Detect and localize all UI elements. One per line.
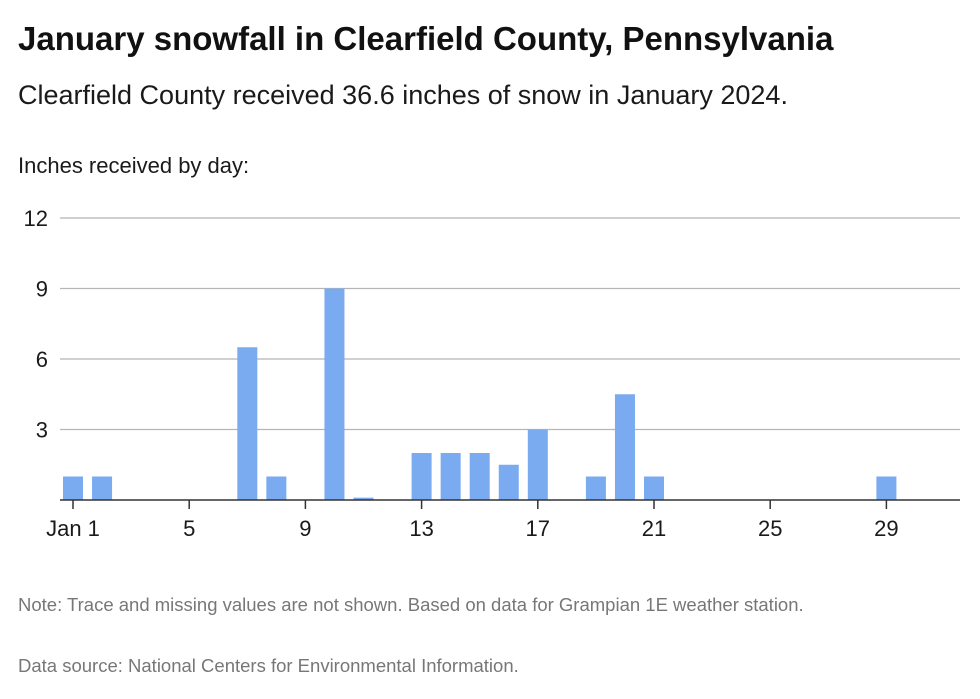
bar-day-15	[469, 453, 490, 500]
y-tick-label: 6	[36, 347, 48, 372]
y-tick-label: 12	[24, 206, 48, 231]
bar-day-19	[585, 476, 606, 500]
bar-day-10	[324, 288, 345, 500]
bar-day-16	[498, 464, 519, 500]
bar-day-8	[266, 476, 287, 500]
gridlines: 3 6 9 12	[24, 206, 960, 443]
chart-title: January snowfall in Clearfield County, P…	[18, 20, 834, 57]
bar-day-14	[440, 453, 461, 500]
bar-day-29	[876, 476, 897, 500]
bar-day-13	[411, 453, 432, 500]
bar-day-20	[614, 394, 635, 500]
bar-day-17	[527, 429, 548, 500]
bar-day-11	[353, 497, 374, 500]
bars	[63, 288, 897, 500]
y-axis-label: Inches received by day:	[18, 153, 250, 178]
x-tick-label: 21	[642, 516, 666, 541]
bar-day-21	[644, 476, 664, 500]
x-tick-label: 9	[299, 516, 311, 541]
y-tick-label: 3	[36, 418, 48, 443]
x-tick-label: 29	[874, 516, 898, 541]
x-tick-label: 5	[183, 516, 195, 541]
x-tick-label: 17	[526, 516, 550, 541]
x-tick-label: 13	[409, 516, 433, 541]
data-source: Data source: National Centers for Enviro…	[18, 655, 519, 676]
y-tick-label: 9	[36, 277, 48, 302]
bar-day-2	[92, 476, 113, 500]
x-tick-label: 25	[758, 516, 782, 541]
chart-note: Note: Trace and missing values are not s…	[18, 594, 804, 615]
x-axis: Jan 1 5 9 13 17 21 25 29	[46, 499, 960, 541]
bar-chart: 3 6 9 12 Jan 1 5 9 13 17 21 25 29	[24, 206, 960, 541]
bar-day-7	[237, 347, 258, 500]
bar-day-1	[63, 476, 83, 500]
x-tick-label: Jan 1	[46, 516, 100, 541]
chart-subtitle: Clearfield County received 36.6 inches o…	[18, 80, 788, 110]
